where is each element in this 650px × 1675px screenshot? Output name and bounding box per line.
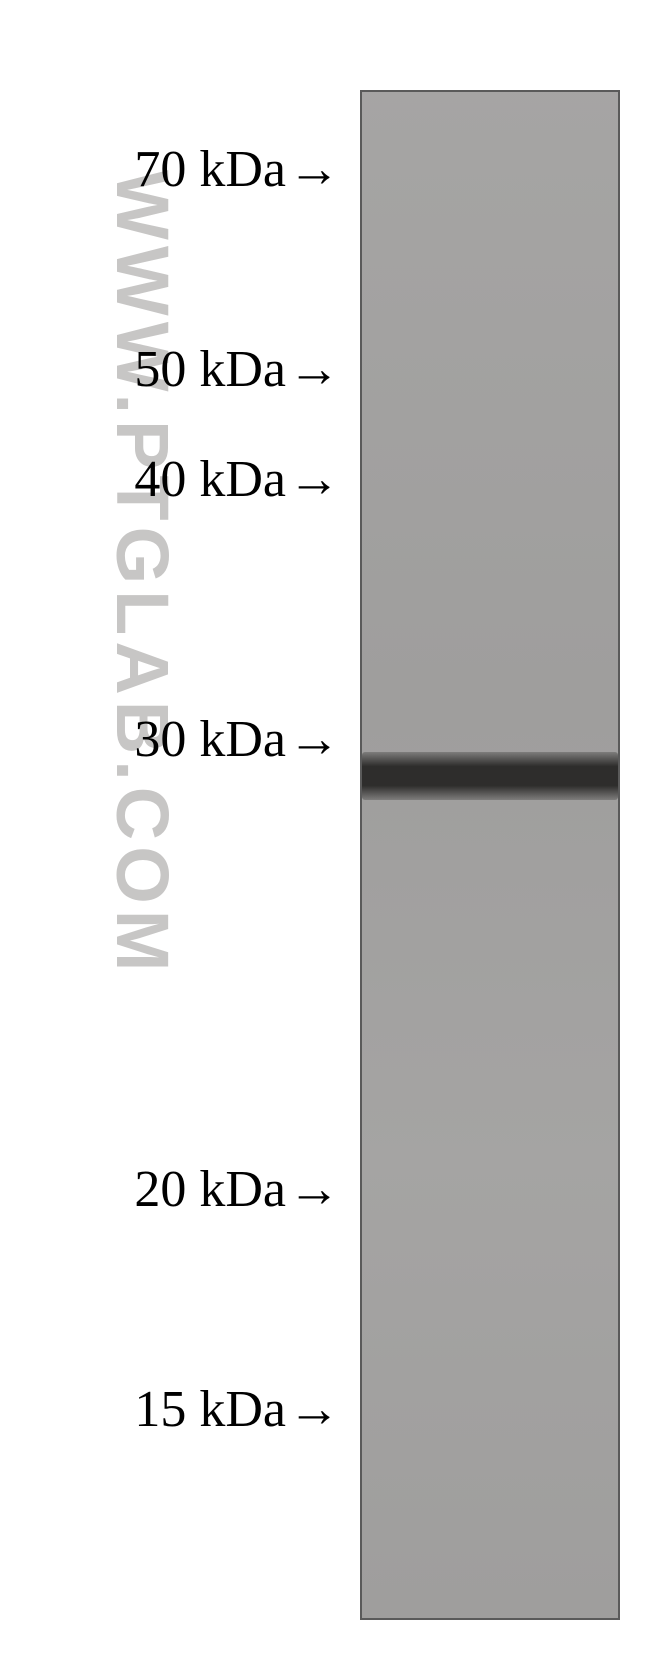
protein-band — [362, 752, 618, 800]
marker-label-text: 15 kDa — [134, 1380, 286, 1439]
arrow-icon: → — [288, 710, 340, 769]
marker-40kda: 40 kDa → — [134, 450, 340, 509]
marker-20kda: 20 kDa → — [134, 1160, 340, 1219]
arrow-icon: → — [288, 450, 340, 509]
arrow-icon: → — [288, 1380, 340, 1439]
arrow-icon: → — [288, 140, 340, 199]
blot-lane — [360, 90, 620, 1620]
arrow-icon: → — [288, 1160, 340, 1219]
marker-30kda: 30 kDa → — [134, 710, 340, 769]
western-blot-figure: WWW.PTGLAB.COM 70 kDa → 50 kDa → 40 kDa … — [0, 0, 650, 1675]
arrow-icon: → — [288, 340, 340, 399]
molecular-weight-markers: 70 kDa → 50 kDa → 40 kDa → 30 kDa → 20 k… — [0, 0, 340, 1675]
marker-15kda: 15 kDa → — [134, 1380, 340, 1439]
marker-50kda: 50 kDa → — [134, 340, 340, 399]
marker-label-text: 50 kDa — [134, 340, 286, 399]
marker-label-text: 20 kDa — [134, 1160, 286, 1219]
marker-label-text: 40 kDa — [134, 450, 286, 509]
marker-label-text: 30 kDa — [134, 710, 286, 769]
marker-70kda: 70 kDa → — [134, 140, 340, 199]
marker-label-text: 70 kDa — [134, 140, 286, 199]
